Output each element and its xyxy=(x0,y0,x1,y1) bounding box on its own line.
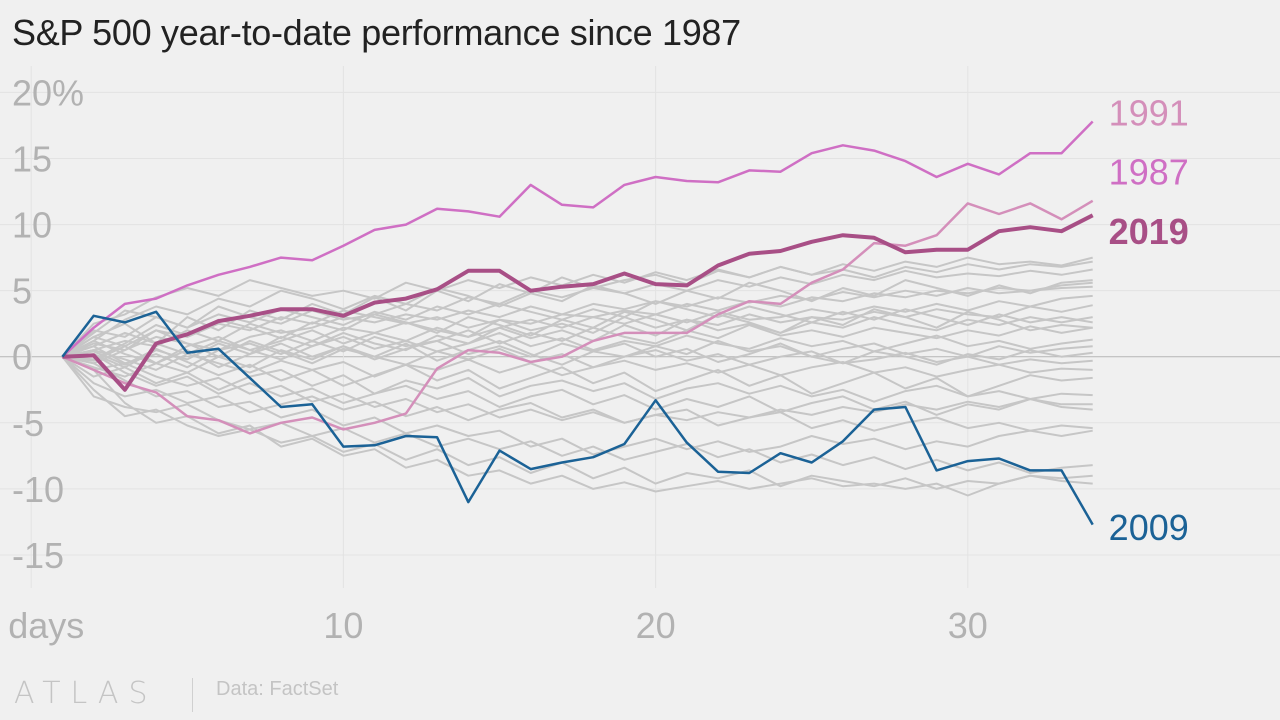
chart-title: S&P 500 year-to-date performance since 1… xyxy=(12,12,741,53)
series-label-2009: 2009 xyxy=(1109,507,1189,548)
series-line-other-year xyxy=(62,347,1093,398)
series-line-2019 xyxy=(62,213,1094,392)
y-tick-label: -5 xyxy=(12,403,44,444)
series-labels-layer: 1987 1991 2019 2009 xyxy=(1109,92,1189,548)
tick-labels-layer: 20% 15 10 5 0 -5 -10 -15 0 days 10 20 30 xyxy=(0,72,988,646)
series-line-other-year xyxy=(61,329,1093,366)
series-line-other-year xyxy=(62,285,1093,358)
series-label-1987: 1987 xyxy=(1109,152,1189,193)
atlas-logo: ATLAS xyxy=(14,676,158,711)
series-line-other-year xyxy=(61,355,1093,403)
x-tick-label: 10 xyxy=(323,605,363,646)
y-tick-label: 10 xyxy=(12,205,52,246)
series-line-other-year xyxy=(61,356,1093,490)
series-line-other-year xyxy=(61,260,1093,358)
series-line-2009 xyxy=(61,310,1094,526)
y-tick-label: -10 xyxy=(12,469,64,510)
series-line-other-year xyxy=(61,356,1093,474)
series-line-other-year xyxy=(62,349,1093,378)
series-line-other-year xyxy=(62,331,1093,361)
series-line-other-year xyxy=(62,308,1093,361)
data-source: Data: FactSet xyxy=(216,678,339,700)
y-tick-label: 15 xyxy=(12,139,52,180)
series-label-2019: 2019 xyxy=(1109,211,1189,252)
highlighted-years-layer xyxy=(61,120,1094,526)
series-line-other-year xyxy=(62,353,1093,416)
x-tick-label: 30 xyxy=(948,605,988,646)
x-tick-label: 20 xyxy=(636,605,676,646)
y-tick-label: -15 xyxy=(12,535,64,576)
y-tick-label: 0 xyxy=(12,337,32,378)
footer-divider xyxy=(192,678,193,712)
series-line-other-year xyxy=(62,345,1093,424)
y-tick-label: 20% xyxy=(12,72,84,113)
y-tick-label: 5 xyxy=(12,271,32,312)
series-line-1991 xyxy=(61,199,1094,435)
series-line-1987 xyxy=(61,120,1094,358)
series-line-other-year xyxy=(62,355,1093,497)
series-line-other-year xyxy=(62,324,1093,371)
series-label-1991: 1991 xyxy=(1109,92,1189,133)
series-line-other-year xyxy=(62,355,1093,456)
x-tick-label: 0 days xyxy=(0,605,84,646)
series-line-other-year xyxy=(61,279,1093,358)
